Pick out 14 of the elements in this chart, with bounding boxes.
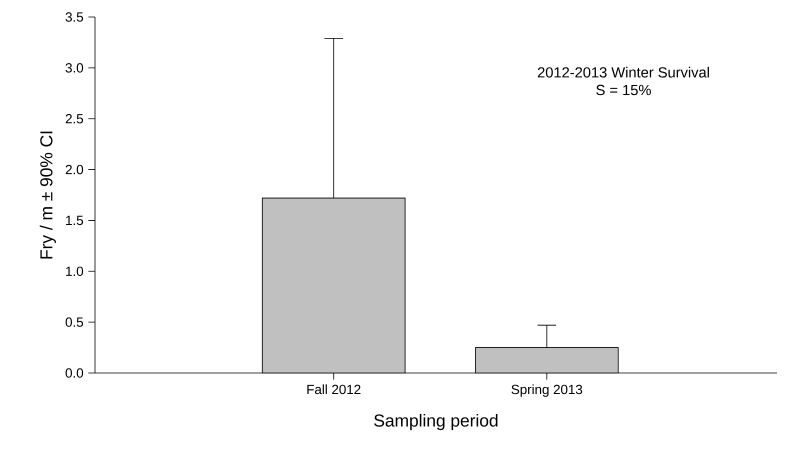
y-tick-label: 0.5 [66,317,84,327]
y-tick-label: 0.0 [66,368,84,378]
y-axis-title: Fry / m ± 90% CI [40,132,56,259]
annotation: 2012-2013 Winter Survival [538,66,709,78]
y-tick-label: 1.5 [66,216,84,226]
y-tick-label: 3.0 [66,63,84,73]
y-tick-label: 1.0 [66,266,84,276]
x-tick-label: Spring 2013 [511,384,582,397]
x-axis-title: Sampling period [374,414,498,430]
annotation: S = 15% [596,84,651,96]
y-tick-label: 2.0 [66,164,84,174]
y-tick-label: 2.5 [66,114,84,124]
x-tick-label: Fall 2012 [307,384,360,394]
y-tick-label: 3.5 [66,12,84,22]
